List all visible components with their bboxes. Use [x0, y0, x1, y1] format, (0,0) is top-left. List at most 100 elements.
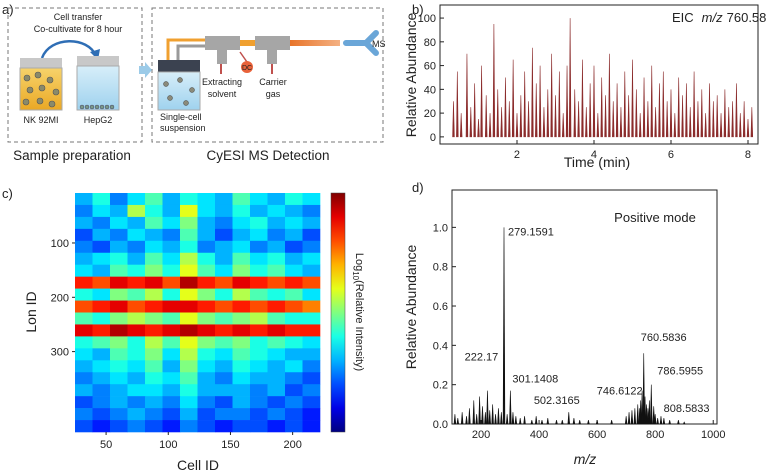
heatmap-cell — [92, 193, 111, 206]
spectrum-chart: m/z Relative Abundance Positive mode 200… — [403, 189, 725, 467]
heatmap-cell — [302, 420, 321, 433]
peak — [497, 408, 500, 425]
peak-label: 786.5955 — [657, 366, 703, 378]
heatmap-cell — [232, 348, 251, 361]
y-axis-label: Lon ID — [23, 291, 39, 332]
suspension-label: suspension — [160, 123, 206, 133]
heatmap-cell — [197, 204, 216, 218]
capillary — [166, 38, 205, 60]
peak — [511, 59, 515, 138]
peak — [704, 113, 707, 138]
heatmap-cell — [250, 372, 268, 385]
y-tick-label: 0 — [430, 132, 436, 144]
heatmap-cell — [302, 324, 321, 337]
heatmap-cell — [285, 336, 303, 349]
peak — [735, 83, 738, 138]
heatmap-cell — [127, 360, 146, 373]
peak-label: 502.3165 — [534, 395, 580, 407]
heatmap-cell — [250, 384, 268, 397]
heatmap-cell — [215, 420, 233, 433]
heatmap-cell — [232, 396, 251, 409]
heatmap-cell — [180, 264, 198, 277]
peak — [662, 418, 666, 425]
gas-label: gas — [266, 89, 281, 99]
heatmap-cell — [162, 360, 181, 373]
heatmap-cell — [75, 348, 93, 361]
heatmap-cell — [127, 252, 146, 265]
heatmap-cell — [232, 360, 251, 373]
peak — [715, 95, 719, 138]
heatmap-cell — [197, 384, 216, 397]
peak — [640, 390, 644, 425]
x-tick-label: 150 — [221, 439, 239, 451]
heatmap-cell — [267, 420, 286, 433]
heatmap-cell — [180, 420, 198, 433]
peak — [700, 89, 703, 138]
peak — [480, 65, 483, 138]
plot-frame — [451, 189, 718, 425]
heatmap-cell — [180, 276, 198, 289]
heatmap-cell — [215, 228, 233, 242]
t-junction — [205, 36, 240, 50]
dc-source — [241, 61, 253, 73]
x-tick-label: 2 — [514, 149, 520, 161]
heatmap-cell — [250, 240, 268, 254]
t-junction — [267, 50, 277, 64]
heatmap-cell — [197, 228, 216, 242]
peak — [453, 414, 457, 425]
peak — [648, 400, 651, 425]
heatmap-cell — [162, 396, 181, 409]
x-axis-label: Cell ID — [177, 457, 219, 473]
eic-chart: Time (min) Relative Abundance EIC m/z 760.… — [403, 4, 766, 170]
x-tick-label: 600 — [588, 429, 606, 441]
peak — [534, 416, 538, 425]
peak — [677, 77, 680, 138]
heatmap-cell — [127, 216, 146, 230]
heatmap-cell — [285, 348, 303, 361]
peak — [500, 412, 503, 425]
heatmap-cell — [127, 276, 146, 289]
peak-label: 301.1408 — [512, 374, 558, 386]
heatmap-cell — [145, 240, 163, 254]
beaker-cap — [158, 60, 200, 72]
heatmap-cell — [267, 228, 286, 242]
heatmap-cell — [267, 396, 286, 409]
heatmap-cell — [110, 312, 128, 325]
heatmap-cell — [215, 216, 233, 230]
heatmap-cell — [92, 336, 111, 349]
peak — [555, 420, 558, 425]
heatmap-cell — [75, 360, 93, 373]
heatmap-cell — [215, 204, 233, 218]
peak — [608, 53, 611, 138]
cells — [79, 104, 115, 110]
cell-line-label: NK 92MI — [23, 115, 58, 125]
heatmap-cell — [267, 276, 286, 289]
peak — [631, 59, 634, 138]
peak — [568, 18, 572, 138]
x-tick-label: 6 — [668, 149, 674, 161]
peak — [668, 420, 671, 425]
heatmap-cell — [250, 348, 268, 361]
y-tick-label: 20 — [424, 108, 436, 120]
heatmap-cell — [215, 396, 233, 409]
heatmap-cell — [180, 396, 198, 409]
heatmap-cell — [302, 396, 321, 409]
peak — [604, 95, 607, 138]
peak — [627, 412, 631, 425]
peak — [654, 107, 657, 138]
peak — [546, 418, 550, 425]
heatmap-cell — [127, 204, 146, 218]
peak — [509, 390, 512, 425]
heatmap-cell — [250, 276, 268, 289]
tube — [290, 40, 340, 46]
peak — [689, 107, 692, 138]
heatmap-cell — [197, 264, 216, 277]
peak — [558, 71, 561, 138]
y-tick-label: 0.4 — [433, 340, 448, 352]
heatmap-cell — [127, 408, 146, 421]
heatmap-cell — [285, 312, 303, 325]
heatmap-cell — [197, 348, 216, 361]
plot-frame — [439, 4, 759, 145]
peak — [578, 420, 581, 425]
heatmap-cell — [285, 420, 303, 433]
